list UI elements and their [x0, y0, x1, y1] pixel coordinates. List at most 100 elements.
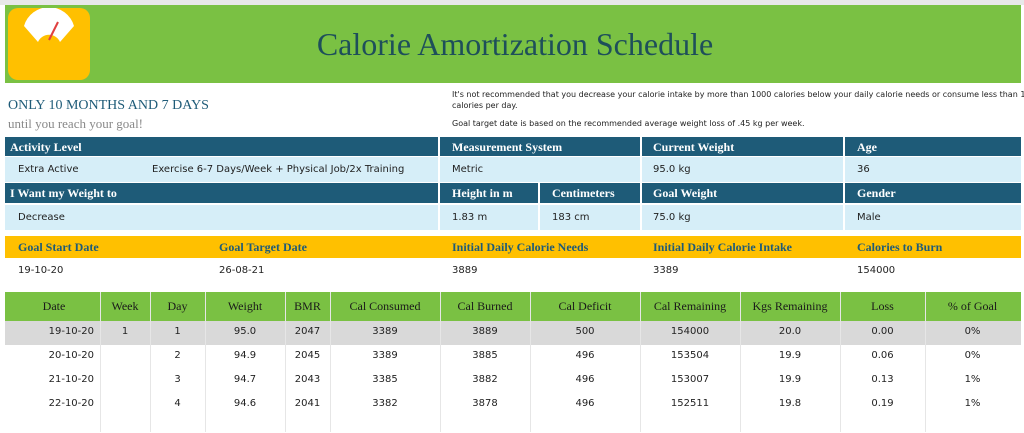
field-value: Exercise 6-7 Days/Week + Physical Job/2x…: [152, 164, 405, 175]
column-separator: [330, 292, 331, 432]
column-header: Cal Deficit: [558, 299, 612, 313]
profile-value-row: [5, 157, 1021, 182]
table-cell: 0.06: [871, 350, 894, 361]
profile-header-row: [5, 137, 1021, 156]
column-separator: [840, 292, 841, 432]
title: Calorie Amortization Schedule: [316, 26, 714, 62]
column-header: Date: [42, 299, 66, 313]
column-header: Day: [167, 299, 188, 313]
table-cell: 152511: [670, 398, 710, 409]
table-cell: 496: [575, 398, 595, 409]
table-cell: 94.6: [233, 398, 257, 409]
column-separator: [925, 292, 926, 432]
separator: [438, 137, 440, 230]
table-cell: 4: [174, 398, 181, 409]
column-separator: [100, 292, 101, 432]
table-cell: 0.19: [871, 398, 894, 409]
field-value: 95.0 kg: [653, 164, 691, 175]
table-highlight-row: [5, 321, 1021, 345]
table-cell: 3385: [372, 374, 398, 385]
field-value: Metric: [452, 164, 484, 175]
note: Goal target date is based on the recomme…: [452, 119, 805, 128]
table-cell: 94.7: [233, 374, 257, 385]
table-cell: 19.9: [778, 350, 802, 361]
table-cell: 0%: [964, 350, 981, 361]
table-header-row: [5, 292, 1021, 321]
field-value: 1.83 m: [452, 212, 488, 223]
field-label: Centimeters: [552, 186, 615, 200]
table-cell: 3: [174, 374, 181, 385]
field-label: Goal Weight: [653, 186, 718, 200]
table-cell: 2043: [294, 374, 321, 385]
column-header: BMR: [294, 299, 321, 313]
table-cell: 3885: [472, 350, 498, 361]
goal-label: Initial Daily Calorie Needs: [452, 240, 589, 254]
field-value: 183 cm: [552, 212, 590, 223]
column-header: Cal Consumed: [349, 299, 421, 313]
field-value: 75.0 kg: [653, 212, 691, 223]
table-cell: 2047: [294, 326, 321, 337]
table-cell: 2: [174, 350, 181, 361]
goal-label: Goal Start Date: [18, 240, 99, 254]
table-cell: 19.9: [778, 374, 802, 385]
table-cell: 500: [575, 326, 595, 337]
column-separator: [530, 292, 531, 432]
column-separator: [150, 292, 151, 432]
table-cell: 2041: [294, 398, 321, 409]
table-cell: 1%: [964, 398, 981, 409]
goal-label: Goal Target Date: [219, 240, 307, 254]
table-cell: 1%: [964, 374, 981, 385]
field-label: Measurement System: [452, 140, 563, 154]
column-header: Cal Burned: [457, 299, 513, 313]
table-cell: 3382: [372, 398, 398, 409]
table-cell: 1: [174, 326, 181, 337]
table-cell: 3889: [472, 326, 498, 337]
goal-value: 154000: [857, 265, 896, 276]
table-cell: 19.8: [778, 398, 802, 409]
column-separator: [640, 292, 641, 432]
table-cell: 19-10-20: [48, 326, 94, 337]
column-separator: [440, 292, 441, 432]
table-cell: 3882: [472, 374, 498, 385]
field-label: Height in m: [452, 186, 513, 200]
goal-label: Initial Daily Calorie Intake: [653, 240, 793, 254]
field-value: Male: [857, 212, 881, 223]
column-separator: [740, 292, 741, 432]
field-label: Activity Level: [10, 140, 82, 154]
column-header: % of Goal: [947, 299, 998, 313]
note: calories per day.: [452, 101, 518, 110]
column-header: Kgs Remaining: [752, 299, 828, 313]
table-cell: 1: [121, 326, 129, 337]
goal-value: 19-10-20: [18, 265, 64, 276]
table-cell: 95.0: [233, 326, 257, 337]
table-cell: 3389: [372, 350, 398, 361]
table-cell: 153007: [670, 374, 710, 385]
scale-icon: [8, 8, 90, 80]
field-value: Extra Active: [18, 164, 79, 175]
note: It's not recommended that you decrease y…: [452, 90, 1024, 99]
field-value: 36: [857, 164, 870, 175]
goal-label: Calories to Burn: [857, 240, 943, 254]
field-value: Decrease: [18, 212, 65, 223]
field-label: Age: [857, 140, 877, 154]
table-cell: 94.9: [233, 350, 257, 361]
table-cell: 153504: [670, 350, 710, 361]
column-header: Weight: [227, 299, 263, 313]
title-banner: [5, 5, 1021, 83]
table-cell: 496: [575, 374, 595, 385]
table-cell: 3878: [472, 398, 498, 409]
field-label: I Want my Weight to: [10, 186, 117, 200]
table-cell: 22-10-20: [48, 398, 94, 409]
table-cell: 0.13: [871, 374, 894, 385]
separator: [640, 137, 642, 230]
table-cell: 20.0: [778, 326, 802, 337]
goal-value: 26-08-21: [219, 265, 265, 276]
profile-value-row: [5, 205, 1021, 230]
separator: [843, 137, 845, 230]
column-header: Week: [111, 299, 139, 313]
table-cell: 2045: [294, 350, 321, 361]
separator: [538, 183, 540, 230]
goal-value: 3889: [452, 265, 478, 276]
column-header: Cal Remaining: [653, 299, 727, 313]
